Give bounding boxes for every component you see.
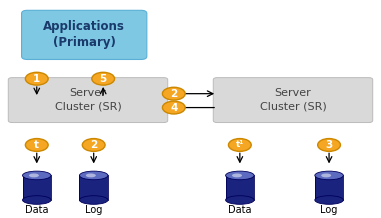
Ellipse shape: [232, 174, 242, 177]
FancyBboxPatch shape: [213, 78, 373, 123]
Text: 3: 3: [325, 140, 333, 150]
Text: Log: Log: [320, 205, 338, 215]
Ellipse shape: [226, 196, 254, 204]
Ellipse shape: [80, 196, 108, 204]
Ellipse shape: [80, 171, 108, 180]
Ellipse shape: [321, 174, 331, 177]
Text: 1: 1: [33, 74, 40, 84]
Text: 5: 5: [99, 74, 107, 84]
FancyBboxPatch shape: [22, 10, 147, 60]
Ellipse shape: [315, 171, 343, 180]
Text: 2: 2: [170, 89, 178, 99]
Ellipse shape: [226, 171, 254, 180]
Circle shape: [229, 139, 251, 151]
Text: Log: Log: [85, 205, 102, 215]
Text: Server
Cluster (SR): Server Cluster (SR): [54, 89, 122, 112]
FancyBboxPatch shape: [8, 78, 168, 123]
Ellipse shape: [315, 196, 343, 204]
Text: Applications
(Primary): Applications (Primary): [43, 20, 125, 49]
Ellipse shape: [29, 174, 39, 177]
Circle shape: [92, 72, 115, 85]
Bar: [80, 175, 108, 200]
Circle shape: [318, 139, 341, 151]
Text: Data: Data: [25, 205, 48, 215]
Ellipse shape: [22, 171, 51, 180]
Circle shape: [162, 101, 185, 114]
Ellipse shape: [22, 196, 51, 204]
Text: 2: 2: [90, 140, 97, 150]
Bar: [22, 175, 51, 200]
Bar: [226, 175, 254, 200]
Text: t: t: [34, 140, 39, 150]
Text: 4: 4: [170, 102, 178, 112]
Circle shape: [26, 139, 48, 151]
Text: Data: Data: [228, 205, 251, 215]
Circle shape: [162, 87, 185, 100]
Bar: [315, 175, 343, 200]
Circle shape: [82, 139, 105, 151]
Text: Server
Cluster (SR): Server Cluster (SR): [259, 89, 327, 112]
Circle shape: [26, 72, 48, 85]
Text: t¹: t¹: [236, 140, 244, 150]
Ellipse shape: [86, 174, 96, 177]
